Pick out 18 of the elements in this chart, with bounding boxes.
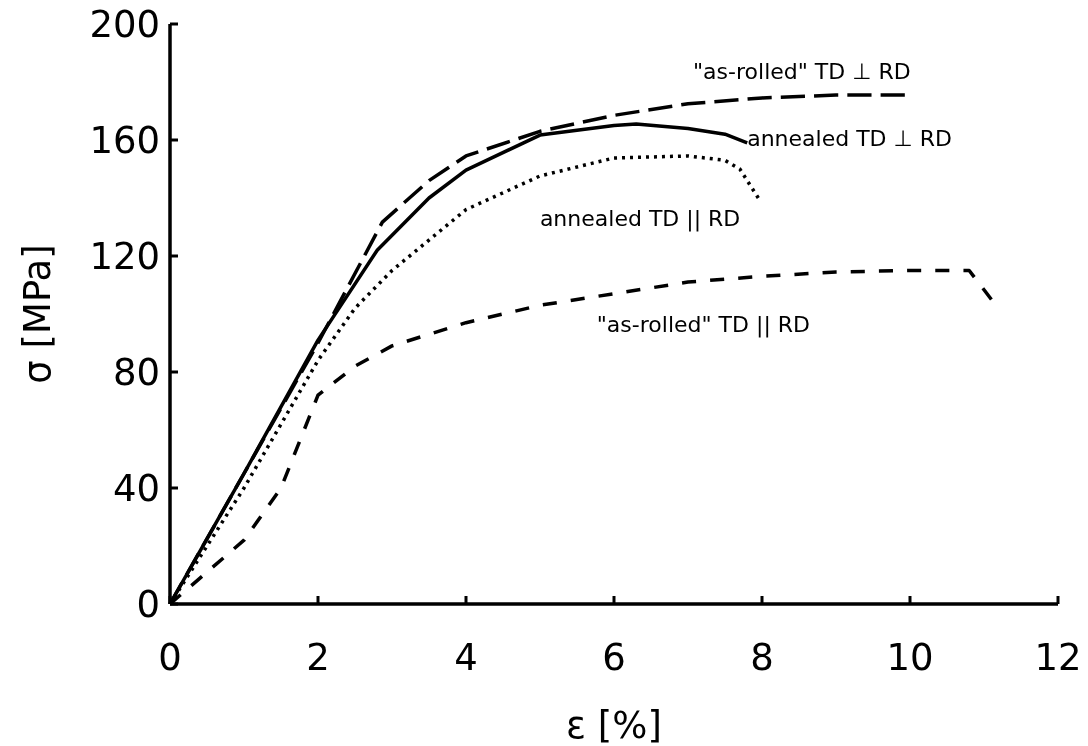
series-label: "as-rolled" TD ⊥ RD [693, 59, 911, 85]
x-tick-label: 4 [454, 636, 478, 679]
x-tick-label: 12 [1034, 636, 1082, 679]
x-tick-label: 6 [602, 636, 626, 679]
y-tick-label: 80 [112, 350, 160, 394]
y-tick-label: 160 [89, 118, 160, 162]
series-label: "as-rolled" TD || RD [596, 311, 811, 338]
series-label: annealed TD ⊥ RD [747, 125, 952, 151]
y-tick-label: 0 [136, 582, 160, 626]
y-tick-label: 40 [112, 466, 160, 510]
series-label: annealed TD || RD [539, 206, 741, 232]
y-axis-title: σ [MPa] [16, 244, 59, 384]
x-tick-label: 10 [886, 636, 934, 679]
x-tick-label: 2 [306, 636, 330, 679]
x-tick-label: 8 [750, 636, 774, 679]
y-tick-label: 120 [89, 234, 160, 278]
x-axis-title: ε [%] [566, 704, 662, 746]
y-tick-label: 200 [89, 2, 160, 46]
